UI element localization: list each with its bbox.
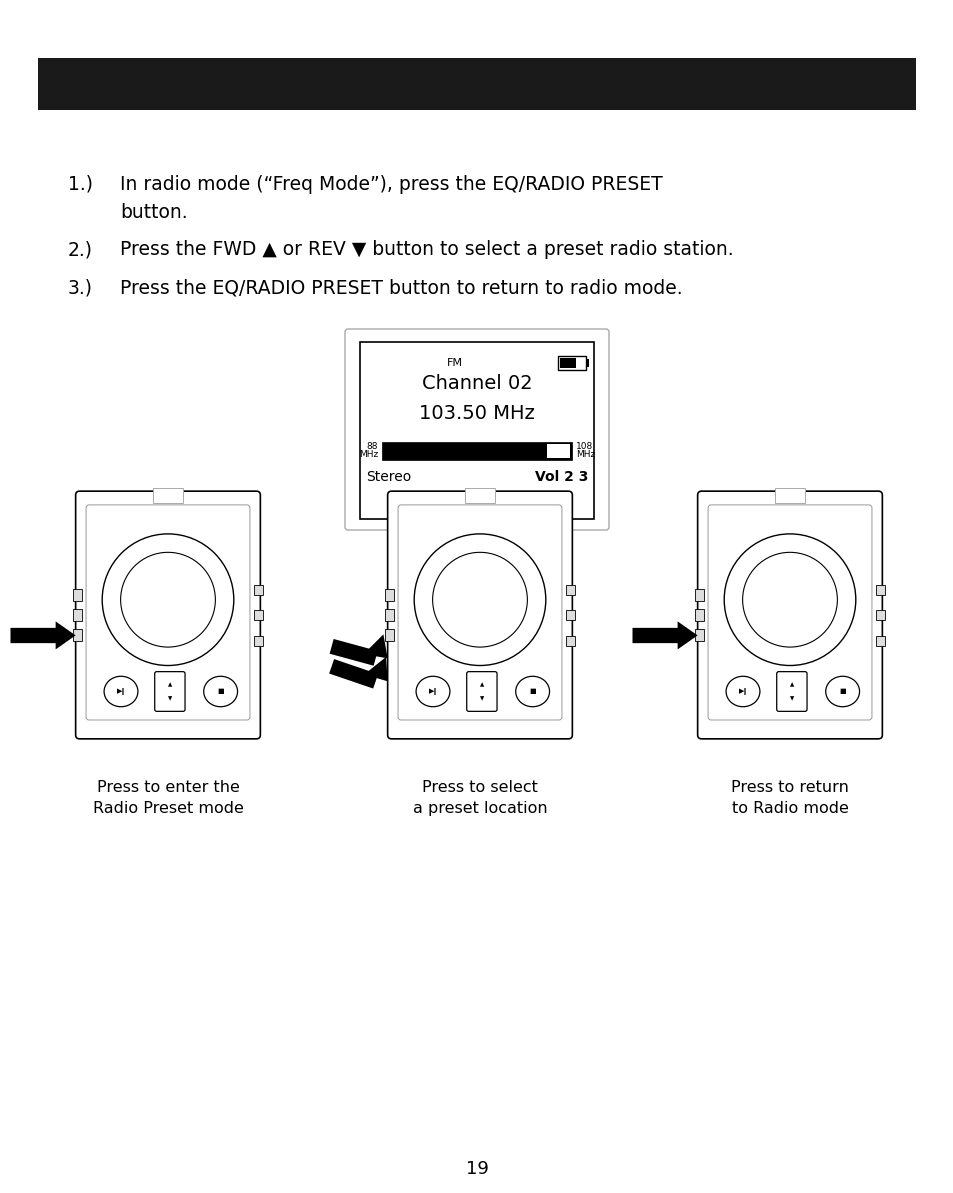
Text: ▶‖: ▶‖ — [738, 688, 746, 696]
Text: ▼: ▼ — [168, 697, 172, 701]
FancyBboxPatch shape — [345, 329, 608, 530]
Text: 108: 108 — [576, 441, 593, 451]
Bar — [566, 585, 575, 594]
Text: In radio mode (“Freq Mode”), press the EQ/RADIO PRESET: In radio mode (“Freq Mode”), press the E… — [120, 175, 662, 194]
Bar — [694, 588, 703, 600]
Bar — [381, 441, 572, 460]
Ellipse shape — [104, 676, 138, 706]
Bar — [566, 610, 575, 620]
Bar — [547, 444, 569, 458]
Text: ■: ■ — [839, 688, 845, 694]
Text: 103.50 MHz: 103.50 MHz — [418, 404, 535, 424]
Text: button.: button. — [120, 203, 188, 222]
Text: Press the FWD ▲ or REV ▼ button to select a preset radio station.: Press the FWD ▲ or REV ▼ button to selec… — [120, 240, 733, 259]
Ellipse shape — [723, 534, 855, 666]
Bar — [384, 630, 394, 642]
Polygon shape — [55, 622, 75, 649]
Bar — [72, 588, 82, 600]
FancyBboxPatch shape — [707, 505, 871, 721]
Bar — [72, 608, 82, 622]
Polygon shape — [364, 657, 387, 681]
Bar — [694, 608, 703, 622]
Text: Vol 2 3: Vol 2 3 — [534, 470, 587, 484]
Text: ▲: ▲ — [168, 682, 172, 687]
Ellipse shape — [725, 676, 760, 706]
Text: 3.): 3.) — [68, 278, 92, 297]
Text: 88: 88 — [366, 441, 377, 451]
Bar — [566, 636, 575, 645]
FancyBboxPatch shape — [466, 672, 497, 711]
Bar — [38, 58, 915, 110]
FancyBboxPatch shape — [75, 492, 260, 738]
FancyBboxPatch shape — [154, 672, 185, 711]
Text: Press to enter the
Radio Preset mode: Press to enter the Radio Preset mode — [92, 780, 243, 816]
Bar — [464, 488, 495, 502]
Polygon shape — [677, 622, 697, 649]
Ellipse shape — [120, 552, 215, 647]
FancyBboxPatch shape — [86, 505, 250, 721]
Bar — [359, 342, 594, 519]
Text: Press the EQ/RADIO PRESET button to return to radio mode.: Press the EQ/RADIO PRESET button to retu… — [120, 278, 682, 297]
Bar — [559, 358, 576, 367]
Bar — [254, 585, 263, 594]
Ellipse shape — [516, 676, 549, 706]
Bar — [558, 356, 585, 370]
Bar — [876, 636, 884, 645]
Bar — [694, 630, 703, 642]
Ellipse shape — [414, 534, 545, 666]
Bar — [72, 630, 82, 642]
Bar — [254, 636, 263, 645]
Text: ■: ■ — [217, 688, 224, 694]
Bar — [384, 608, 394, 622]
Text: Channel 02: Channel 02 — [421, 373, 532, 392]
Text: ■: ■ — [529, 688, 536, 694]
FancyBboxPatch shape — [387, 492, 572, 738]
Text: ▼: ▼ — [789, 697, 793, 701]
Bar — [384, 588, 394, 600]
FancyBboxPatch shape — [397, 505, 561, 721]
Bar — [774, 488, 804, 502]
Polygon shape — [435, 527, 518, 592]
Bar — [152, 488, 183, 502]
Polygon shape — [363, 635, 387, 659]
Ellipse shape — [102, 534, 233, 666]
Bar — [876, 585, 884, 594]
Ellipse shape — [432, 552, 527, 647]
Text: 1.): 1.) — [68, 175, 92, 194]
Text: MHz: MHz — [576, 450, 595, 459]
Ellipse shape — [825, 676, 859, 706]
Text: ▲: ▲ — [479, 682, 483, 687]
Ellipse shape — [204, 676, 237, 706]
Bar — [585, 359, 588, 367]
Text: Stereo: Stereo — [366, 470, 411, 484]
Text: Press to select
a preset location: Press to select a preset location — [413, 780, 547, 816]
FancyBboxPatch shape — [776, 672, 806, 711]
Bar — [876, 610, 884, 620]
Bar — [254, 610, 263, 620]
Text: ▶‖: ▶‖ — [428, 688, 437, 696]
Text: Press to return
to Radio mode: Press to return to Radio mode — [730, 780, 848, 816]
Text: MHz: MHz — [358, 450, 377, 459]
Ellipse shape — [416, 676, 450, 706]
Text: ▲: ▲ — [789, 682, 793, 687]
Text: 2.): 2.) — [68, 240, 92, 259]
Text: 19: 19 — [465, 1160, 488, 1177]
FancyBboxPatch shape — [697, 492, 882, 738]
Text: FM: FM — [447, 358, 462, 367]
Text: ▼: ▼ — [479, 697, 483, 701]
Text: ▶‖: ▶‖ — [116, 688, 125, 696]
Ellipse shape — [741, 552, 837, 647]
